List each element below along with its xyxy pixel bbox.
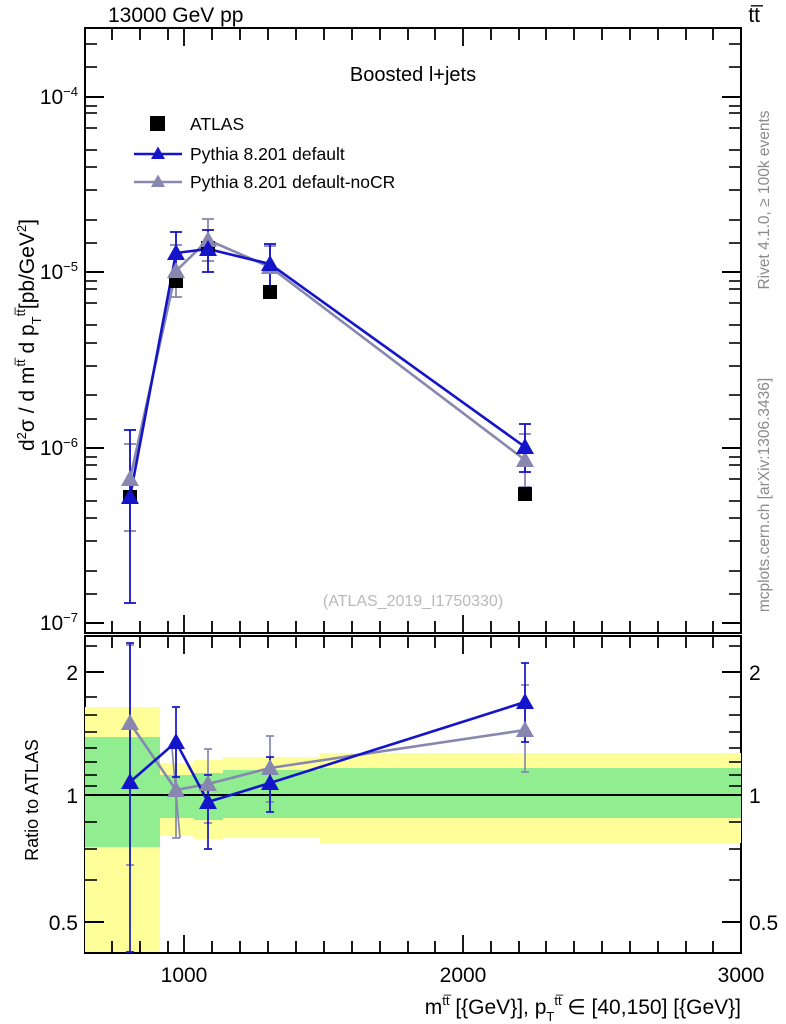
- xtick-label: 1000: [161, 964, 208, 987]
- ytick-label: 10−4: [40, 84, 78, 109]
- ratio-x-ticks: [111, 636, 714, 953]
- ratio-ytick-label-right: 0.5: [749, 912, 778, 935]
- data-marker-triangle: [199, 231, 217, 247]
- svg-text:mcplots.cern.ch [arXiv:1306.34: mcplots.cern.ch [arXiv:1306.3436]: [756, 378, 773, 612]
- main-x-ticks: [111, 28, 714, 633]
- ratio-ytick-label-right: 2: [749, 662, 761, 685]
- data-marker-triangle: [121, 488, 139, 504]
- ratio-y-minor-ticks: [85, 645, 741, 881]
- series-line-pythia-nocr: [128, 238, 526, 480]
- legend-marker-triangle: [151, 146, 165, 159]
- header-right: tt̅: [748, 4, 764, 27]
- ratio-markers-pythia-default: [121, 693, 534, 809]
- data-marker-triangle: [516, 438, 534, 454]
- errorbars-pythia-default: [124, 229, 531, 604]
- errorbars-pythia-nocr: [124, 218, 531, 532]
- xtick-label: 3000: [718, 964, 765, 987]
- legend-label: Pythia 8.201 default: [190, 144, 345, 164]
- legend-marker-square: [150, 116, 165, 131]
- ratio-ytick-label: 0.5: [49, 912, 78, 935]
- xtick-label: 2000: [440, 964, 487, 987]
- data-marker-triangle: [261, 774, 279, 790]
- data-marker-triangle: [199, 793, 217, 809]
- data-marker-triangle: [167, 733, 185, 749]
- main-y-tick-labels: 10−4 10−5 10−6 10−7: [40, 84, 78, 635]
- ratio-y-tick-labels: 2 1 0.5 2 1 0.5: [49, 662, 778, 935]
- series-markers-pythia-default: [121, 240, 534, 504]
- ratio-ytick-label: 2: [66, 662, 78, 685]
- x-axis-title: mtt̅ [{GeV}], pTtt̅ ∈ [40,150] [{GeV}]: [425, 993, 741, 1024]
- main-y-ticks: [85, 96, 741, 624]
- main-y-minor-ticks: [85, 43, 741, 595]
- data-marker-triangle: [199, 775, 217, 791]
- side-text-mcplots: mcplots.cern.ch [arXiv:1306.3436]: [756, 378, 773, 612]
- series-markers-atlas: [123, 241, 532, 504]
- main-data-layer: [121, 218, 534, 604]
- svg-text:d2σ / d mtt̅ d pTtt̅[pb/GeV2]: d2σ / d mtt̅ d pTtt̅[pb/GeV2]: [13, 219, 44, 451]
- data-marker-triangle: [167, 781, 185, 797]
- watermark-label: (ATLAS_2019_I1750330): [323, 593, 503, 610]
- data-marker-triangle: [516, 451, 534, 467]
- ratio-axis-label: Ratio to ATLAS: [22, 739, 42, 861]
- legend-item-pythia-default[interactable]: Pythia 8.201 default: [134, 144, 345, 164]
- data-marker-triangle: [121, 714, 139, 730]
- svg-text:Rivet 4.1.0, ≥ 100k events: Rivet 4.1.0, ≥ 100k events: [756, 110, 773, 289]
- ratio-y-axis-title: Ratio to ATLAS: [22, 739, 42, 861]
- series-line-pythia-default: [128, 247, 526, 498]
- ratio-data-layer: [121, 642, 534, 953]
- plot-title: Boosted l+jets: [350, 64, 476, 86]
- data-marker-triangle: [121, 470, 139, 486]
- main-y-axis-title: d2σ / d mtt̅ d pTtt̅[pb/GeV2]: [13, 219, 44, 451]
- data-marker-square: [518, 487, 532, 501]
- ratio-ytick-label-right: 1: [749, 785, 761, 808]
- ratio-markers-pythia-nocr: [121, 714, 534, 797]
- ytick-label: 10−5: [40, 259, 78, 284]
- ytick-label: 10−6: [40, 435, 78, 460]
- legend: ATLAS Pythia 8.201 default Pythia 8.201 …: [134, 114, 395, 192]
- data-marker-triangle: [121, 773, 139, 789]
- ytick-label: 10−7: [40, 610, 78, 635]
- legend-item-atlas[interactable]: ATLAS: [150, 114, 244, 134]
- legend-item-pythia-nocr[interactable]: Pythia 8.201 default-noCR: [134, 172, 395, 192]
- legend-label: Pythia 8.201 default-noCR: [190, 172, 395, 192]
- series-markers-pythia-nocr: [121, 231, 534, 486]
- legend-marker-triangle: [151, 174, 165, 187]
- data-marker-square: [263, 285, 277, 299]
- x-tick-labels: 1000 2000 3000: [161, 964, 765, 987]
- data-marker-triangle: [261, 759, 279, 775]
- side-text-rivet: Rivet 4.1.0, ≥ 100k events: [756, 110, 773, 289]
- data-marker-triangle: [199, 240, 217, 256]
- data-marker-triangle: [516, 693, 534, 709]
- band-outer: [85, 707, 741, 952]
- data-marker-triangle: [516, 721, 534, 737]
- ratio-uncertainty-bands: [85, 707, 741, 952]
- data-marker-triangle: [167, 244, 185, 260]
- ratio-y-ticks: [85, 671, 741, 923]
- main-panel-frame: [84, 27, 742, 634]
- ratio-ytick-label: 1: [66, 785, 78, 808]
- data-marker-triangle: [167, 262, 185, 278]
- legend-label: ATLAS: [190, 114, 244, 134]
- data-marker-triangle: [261, 255, 279, 271]
- header-left: 13000 GeV pp: [108, 4, 243, 27]
